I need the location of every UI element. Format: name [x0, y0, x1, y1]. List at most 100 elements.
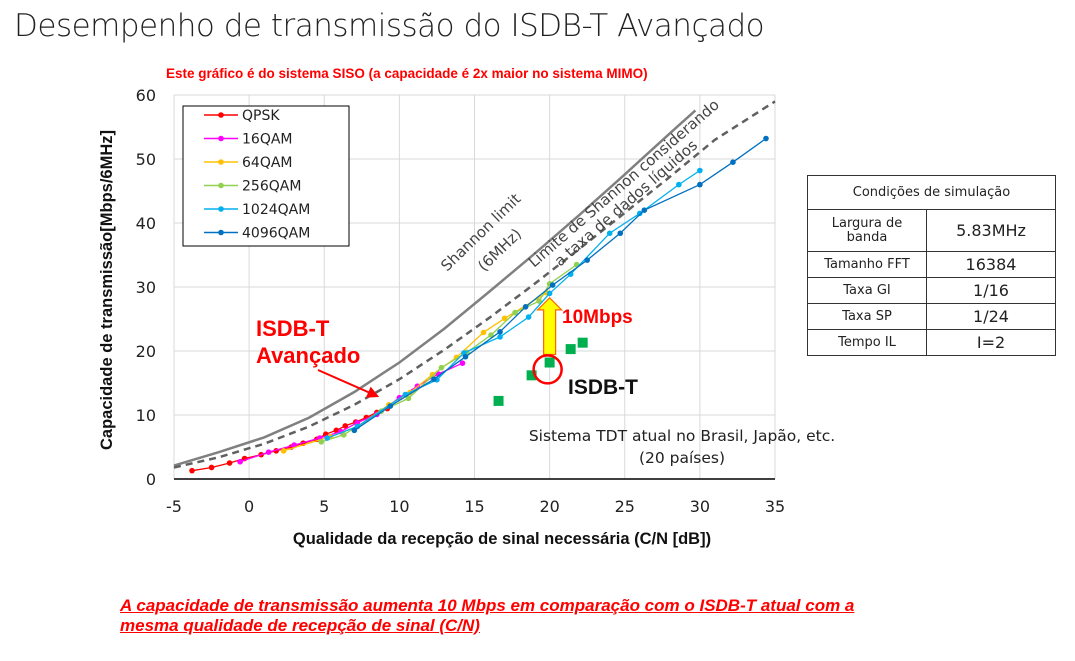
data-point: [536, 298, 542, 304]
data-point: [342, 423, 349, 429]
legend-item: 256QAM: [204, 179, 301, 195]
data-point: [544, 357, 555, 368]
legend-item: 16QAM: [204, 132, 293, 148]
data-point: [291, 442, 298, 448]
data-point: [208, 464, 215, 471]
y-tick-label: 40: [136, 214, 156, 233]
data-point: [354, 419, 361, 426]
chart-legend: QPSK 16QAM 64QAM 256QAM 1024QAM 4096QAM: [182, 105, 350, 247]
x-axis-label: Qualidade da recepção de sinal necessári…: [293, 530, 711, 548]
data-point: [324, 435, 331, 441]
legend-label: 64QAM: [242, 155, 293, 171]
table-label-sp: Taxa SP: [807, 303, 927, 330]
chart-axes: -5 0 5 10 15 20 25 30 35 0 10 20 30 40 50 60: [136, 86, 786, 516]
x-tick-label: 25: [615, 497, 635, 516]
legend-marker-icon: [218, 229, 224, 236]
data-point: [697, 181, 703, 188]
data-point: [526, 370, 537, 381]
legend-marker-icon: [218, 182, 224, 189]
footer-line-2: mesma qualidade de recepção de sinal (C/…: [120, 616, 480, 635]
x-tick-label: 30: [690, 497, 710, 516]
legend-label: 1024QAM: [242, 202, 310, 218]
table-label-bandwidth: Largura de banda: [807, 209, 927, 252]
table-value-sp: 1/24: [926, 303, 1056, 330]
data-point: [462, 353, 469, 360]
x-tick-label: -5: [166, 497, 182, 516]
chart-series: [173, 100, 776, 474]
data-point: [522, 304, 529, 310]
data-point: [641, 207, 648, 213]
data-point: [497, 334, 503, 340]
data-point: [429, 371, 436, 378]
data-point: [189, 467, 195, 474]
data-point: [763, 135, 769, 142]
y-tick-label: 50: [136, 150, 156, 169]
data-point: [730, 159, 736, 165]
legend-item: 4096QAM: [204, 226, 310, 242]
data-point: [577, 337, 588, 348]
footer-line-1: A capacidade de transmissão aumenta 10 M…: [120, 596, 855, 615]
table-label-fft: Tamanho FFT: [807, 251, 927, 278]
advanced-label-2: Avançado: [256, 343, 360, 368]
legend-marker-icon: [218, 112, 224, 118]
data-point: [488, 332, 494, 338]
data-point: [549, 282, 556, 288]
advanced-label: ISDB-T: [256, 316, 330, 341]
data-point: [405, 395, 412, 402]
table-label-gi: Taxa GI: [807, 277, 927, 304]
page-title: Desempenho de transmissão do ISDB-T Avan…: [14, 8, 765, 44]
x-tick-label: 15: [464, 497, 484, 516]
gain-arrow-icon: [536, 297, 564, 356]
data-point: [565, 344, 576, 355]
current-system-label: Sistema TDT atual no Brasil, Japão, etc.: [529, 427, 835, 445]
footer-note: A capacidade de transmissão aumenta 10 M…: [120, 596, 1040, 636]
data-point: [340, 432, 347, 438]
isdbt-label: ISDB-T: [568, 376, 638, 399]
legend-marker-icon: [218, 206, 224, 212]
data-point: [280, 448, 287, 454]
data-point: [617, 230, 624, 237]
series-4096qam: [351, 135, 769, 434]
y-tick-label: 30: [136, 278, 156, 297]
y-tick-label: 10: [136, 406, 156, 425]
table-value-il: I=2: [926, 329, 1056, 356]
data-point: [697, 167, 703, 174]
data-point: [480, 329, 487, 336]
series-qpsk: [189, 405, 391, 474]
legend-item: 64QAM: [204, 155, 293, 171]
series-limite-de-shannon-considerando-a-taxa-de-dados-l-quidos: [173, 100, 776, 469]
data-point: [459, 360, 466, 366]
simulation-conditions-table: Condições de simulação Largura de banda 5…: [807, 175, 1056, 356]
legend-marker-icon: [218, 159, 224, 165]
data-point: [546, 290, 553, 297]
x-tick-label: 5: [319, 497, 329, 516]
chart-annotations: [532, 297, 564, 385]
data-point: [333, 427, 340, 434]
table-value-bandwidth: 5.83MHz: [926, 209, 1056, 252]
legend-label: 16QAM: [242, 132, 293, 148]
series-isdb-t-atual-: [493, 337, 588, 406]
data-point: [512, 309, 518, 316]
advanced-arrow: [317, 369, 380, 398]
data-point: [606, 230, 613, 237]
net-shannon-label: Limite de Shannon considerando: [525, 96, 723, 271]
data-point: [636, 210, 643, 217]
series-shannon-limit-6mhz-: [173, 109, 697, 467]
chart-subtitle: Este gráfico é do sistema SISO (a capaci…: [166, 66, 648, 81]
data-point: [438, 364, 445, 371]
x-tick-label: 20: [539, 497, 559, 516]
y-tick-label: 20: [136, 342, 156, 361]
legend-item: 1024QAM: [204, 202, 310, 218]
legend-item: QPSK: [204, 108, 280, 124]
data-point: [265, 449, 272, 455]
legend-label: 256QAM: [242, 179, 301, 195]
legend-label: 4096QAM: [242, 226, 310, 242]
data-point: [226, 460, 233, 466]
data-point: [387, 403, 394, 409]
x-tick-label: 10: [389, 497, 409, 516]
data-point: [431, 376, 437, 382]
table-header: Condições de simulação: [807, 175, 1056, 210]
data-point: [497, 329, 503, 335]
y-axis-label: Capacidade de transmissão[Mbps/6MHz]: [98, 130, 116, 450]
